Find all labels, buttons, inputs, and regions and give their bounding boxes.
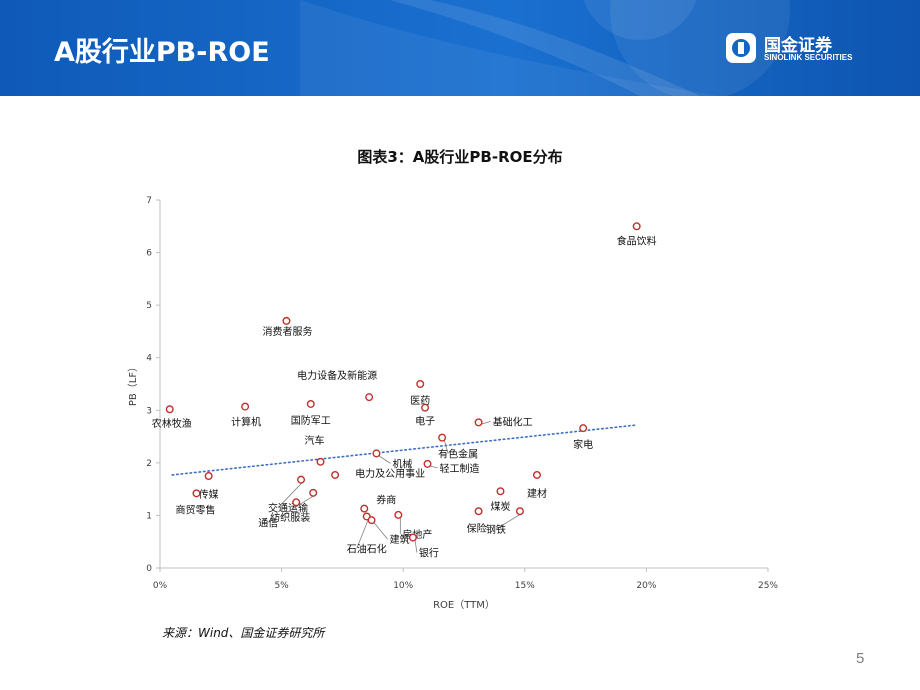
- data-point: [360, 504, 369, 513]
- y-tick-label: 0: [146, 564, 152, 574]
- data-point: [306, 399, 315, 408]
- y-tick-label: 6: [146, 249, 152, 259]
- y-tick-label: 5: [146, 301, 152, 311]
- data-point: [292, 498, 301, 507]
- leader-line: [373, 521, 388, 540]
- leader-line: [378, 455, 391, 464]
- data-point-label: 煤炭: [490, 500, 510, 513]
- data-point-label: 家电: [573, 438, 593, 451]
- data-point-label: 汽车: [305, 434, 325, 447]
- data-point: [423, 459, 432, 468]
- leader-line: [443, 439, 449, 454]
- data-point: [532, 470, 541, 479]
- data-point-label: 农林牧渔: [152, 417, 192, 430]
- data-point: [192, 489, 201, 498]
- x-tick-label: 20%: [636, 581, 656, 591]
- x-axis-label: ROE（TTM）: [433, 599, 495, 611]
- data-point-label: 有色金属: [438, 448, 478, 461]
- data-point: [421, 403, 430, 412]
- data-point-label: 机械: [392, 457, 412, 470]
- logo-chinese-name: 国金证券: [764, 36, 832, 56]
- x-tick-label: 5%: [274, 581, 289, 591]
- data-point: [297, 475, 306, 484]
- data-point: [241, 402, 250, 411]
- x-tick-label: 10%: [393, 581, 413, 591]
- data-point: [632, 222, 641, 231]
- leader-line: [356, 518, 370, 549]
- data-point-label: 商贸零售: [175, 503, 215, 516]
- data-point: [496, 487, 505, 496]
- leader-line: [277, 481, 304, 508]
- data-point-label: 计算机: [231, 416, 261, 429]
- data-point: [316, 457, 325, 466]
- source-note: 来源：Wind、国金证券研究所: [162, 626, 325, 640]
- data-point-label: 电子: [415, 415, 435, 428]
- data-point-label: 食品饮料: [617, 234, 657, 247]
- data-point: [579, 424, 588, 433]
- data-point-label: 传媒: [199, 489, 219, 501]
- data-point: [438, 433, 447, 442]
- x-tick-label: 0%: [153, 581, 168, 591]
- data-point: [416, 380, 425, 389]
- data-point: [204, 472, 213, 481]
- data-point: [282, 316, 291, 325]
- leader-line: [429, 465, 438, 469]
- data-point-label: 通信: [258, 517, 278, 529]
- data-point: [474, 418, 483, 427]
- data-point-label: 钢铁: [486, 523, 506, 536]
- data-point: [367, 516, 376, 525]
- logo-mark-icon: [726, 33, 756, 63]
- data-point-label: 电力设备及新能源: [297, 369, 377, 382]
- y-axis-label: PB（LF）: [127, 362, 139, 406]
- y-tick-label: 1: [146, 511, 152, 521]
- data-point: [394, 510, 403, 519]
- y-tick-label: 7: [146, 196, 152, 206]
- slide-title: A股行业PB-ROE: [54, 37, 270, 68]
- data-point: [474, 507, 483, 516]
- data-point-label: 建筑: [390, 533, 410, 546]
- chart-title: 图表3：A股行业PB-ROE分布: [357, 148, 563, 166]
- leader-line: [495, 512, 523, 530]
- data-point: [408, 533, 417, 542]
- data-point-label: 基础化工: [493, 415, 533, 428]
- data-point-label: 消费者服务: [262, 325, 312, 338]
- data-point-label: 石油石化: [347, 542, 387, 555]
- data-point: [365, 393, 374, 402]
- data-point: [309, 488, 318, 497]
- x-tick-label: 15%: [515, 581, 535, 591]
- y-tick-label: 2: [146, 459, 152, 469]
- data-point: [165, 405, 174, 414]
- leader-line: [414, 539, 418, 553]
- trend-line: [171, 424, 638, 476]
- header-banner: A股行业PB-ROE 国金证券 SINOLINK SECURITIES: [0, 0, 920, 96]
- x-tick-label: 25%: [758, 581, 778, 591]
- leader-line: [280, 494, 316, 518]
- logo-english-name: SINOLINK SECURITIES: [764, 53, 853, 62]
- company-logo: 国金证券 SINOLINK SECURITIES: [726, 31, 896, 67]
- data-point-label: 银行: [419, 547, 439, 560]
- data-point-label: 纺织服装: [270, 511, 310, 524]
- data-point-label: 轻工制造: [440, 462, 480, 475]
- data-point-label: 券商: [376, 494, 396, 507]
- data-point: [372, 449, 381, 458]
- y-tick-label: 4: [146, 354, 152, 364]
- data-point-label: 保险: [467, 522, 487, 535]
- y-tick-label: 3: [146, 406, 152, 416]
- data-point: [331, 470, 340, 479]
- data-point-label: 电力及公用事业: [355, 467, 425, 480]
- data-point: [515, 507, 524, 516]
- banner-background: [0, 0, 920, 96]
- data-point-label: 建材: [527, 487, 547, 500]
- page-number: 5: [856, 650, 865, 667]
- data-point-label: 国防军工: [291, 414, 331, 427]
